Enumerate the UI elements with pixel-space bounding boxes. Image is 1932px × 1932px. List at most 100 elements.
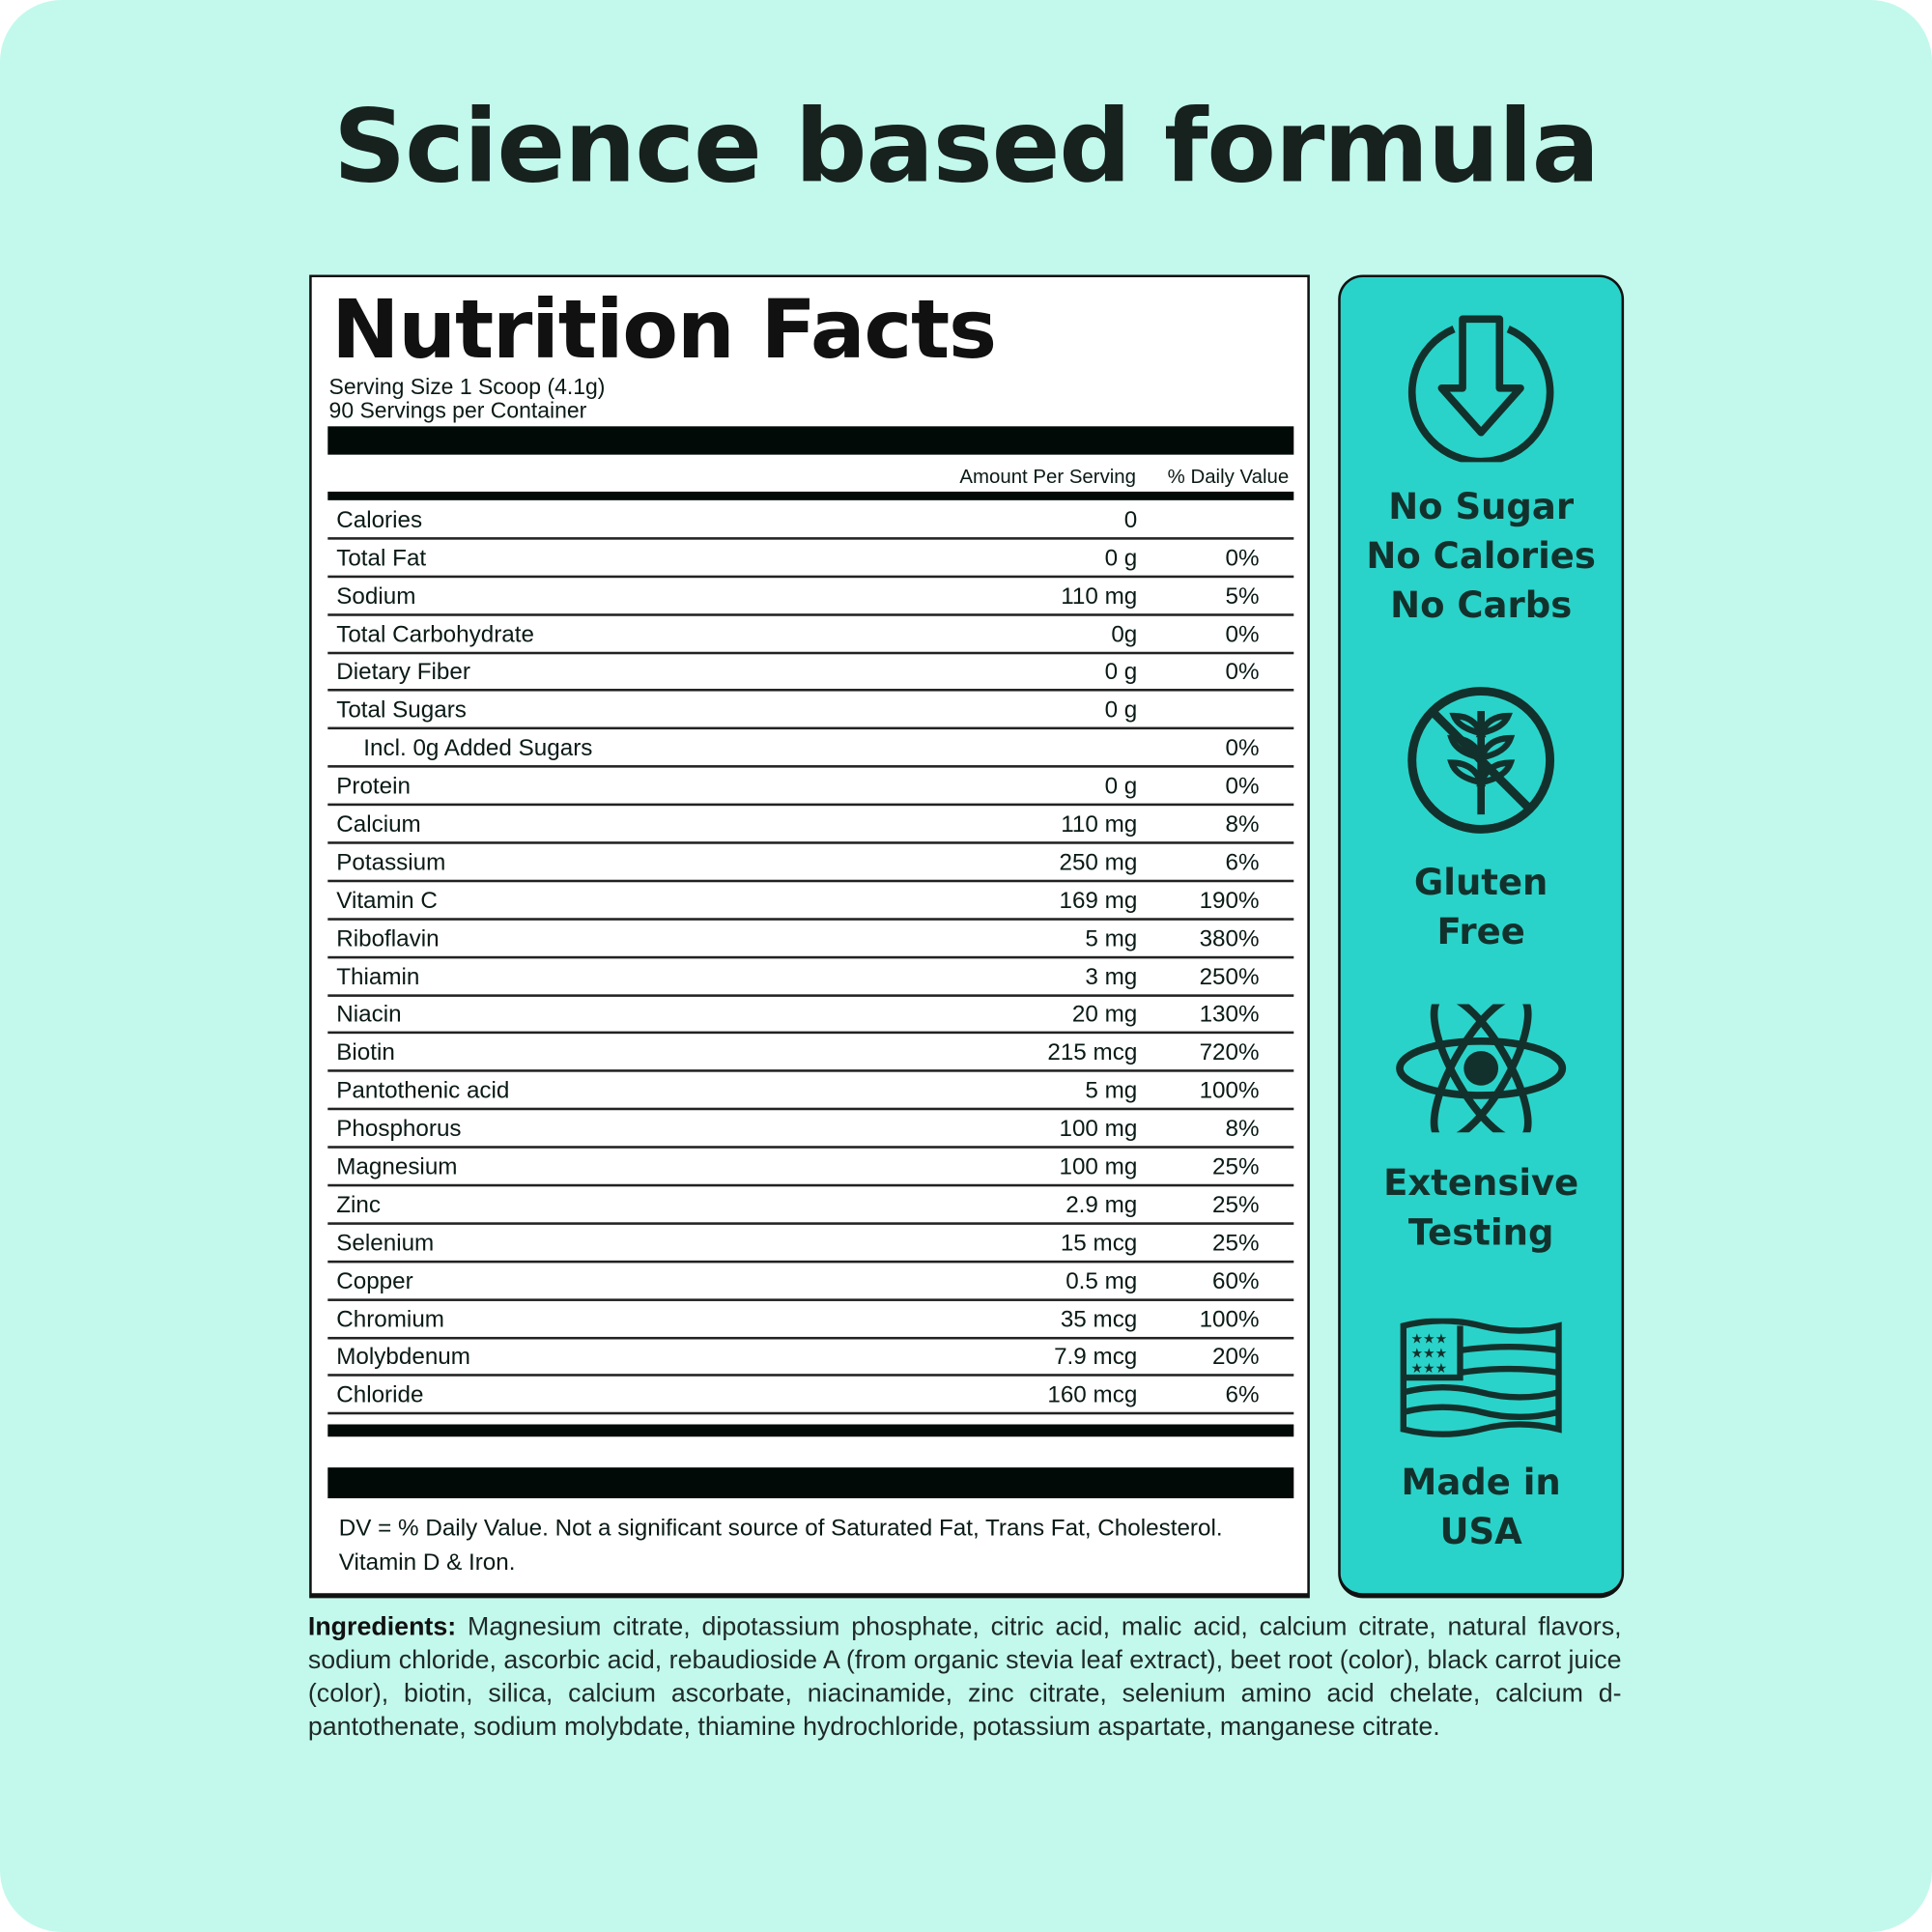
nutrient-label: Total Sugars [336, 697, 467, 724]
feature-extensive-testing: Extensive Testing [1341, 1158, 1622, 1257]
table-row: Magnesium 100 mg 25% [327, 1149, 1294, 1187]
table-row: Calories 0 [327, 501, 1294, 540]
atom-icon [1396, 1004, 1567, 1133]
table-row: Total Fat 0 g 0% [327, 540, 1294, 578]
feature-text: No Sugar [1388, 485, 1575, 527]
nutrient-label: Thiamin [336, 964, 420, 990]
nutrient-amount: 215 mcg [1047, 1039, 1138, 1066]
feature-gluten-free: Gluten Free [1341, 858, 1622, 956]
table-row: Copper 0.5 mg 60% [327, 1263, 1294, 1301]
feature-text: Gluten [1413, 861, 1548, 903]
nutrient-label: Selenium [336, 1230, 435, 1257]
nutrition-facts-label: Nutrition Facts Serving Size 1 Scoop (4.… [309, 274, 1310, 1599]
nutrient-label: Riboflavin [336, 925, 440, 952]
nutrient-label: Biotin [336, 1039, 395, 1066]
feature-text: Free [1436, 910, 1525, 952]
nutrient-dv: 6% [1225, 849, 1260, 876]
table-row: Molybdenum 7.9 mcg 20% [327, 1339, 1294, 1378]
nutrient-amount: 7.9 mcg [1054, 1345, 1138, 1371]
nutrient-amount: 160 mcg [1047, 1382, 1138, 1409]
servings-per-container: 90 Servings per Container [328, 397, 587, 423]
nutrient-label: Dietary Fiber [336, 659, 470, 686]
nutrient-label: Calcium [336, 811, 421, 838]
feature-no-sugar: No Sugar No Calories No Carbs [1341, 482, 1622, 630]
divider-bar [327, 1424, 1294, 1437]
ingredients-text: Magnesium citrate, dipotassium phosphate… [307, 1612, 1622, 1742]
table-row: Vitamin C 169 mg 190% [327, 882, 1294, 921]
nutrient-dv: 0% [1225, 621, 1260, 648]
nutrient-label: Incl. 0g Added Sugars [363, 735, 593, 762]
nutrient-amount: 110 mg [1061, 811, 1138, 838]
table-row: Biotin 215 mcg 720% [327, 1035, 1294, 1073]
nutrient-dv: 25% [1212, 1192, 1260, 1219]
divider-bar [327, 1467, 1294, 1499]
nutrient-amount: 0 g [1104, 697, 1138, 724]
feature-text: Made in [1401, 1461, 1561, 1504]
feature-text: Extensive [1383, 1161, 1579, 1205]
nutrient-amount: 100 mg [1059, 1116, 1138, 1143]
nutrient-dv: 5% [1225, 583, 1260, 610]
table-row: Phosphorus 100 mg 8% [327, 1111, 1294, 1149]
nutrient-label: Pantothenic acid [336, 1078, 510, 1105]
table-row: Potassium 250 mg 6% [327, 844, 1294, 883]
page-title: Science based formula [333, 88, 1600, 207]
divider-bar [327, 491, 1294, 500]
nutrient-label: Magnesium [336, 1154, 458, 1180]
no-wheat-icon [1407, 687, 1555, 834]
feature-text: Testing [1407, 1210, 1554, 1254]
ingredients: Ingredients: Magnesium citrate, dipotass… [308, 1610, 1622, 1744]
ingredients-label: Ingredients: [307, 1612, 457, 1641]
table-row: Incl. 0g Added Sugars 0% [327, 730, 1294, 768]
nutrient-amount: 110 mg [1061, 583, 1138, 610]
nutrient-amount: 0 g [1104, 659, 1138, 686]
nutrient-dv: 0% [1225, 545, 1260, 572]
arrow-down-circle-icon [1407, 315, 1554, 463]
nutrient-dv: 6% [1225, 1382, 1260, 1409]
footnote: DV = % Daily Value. Not a significant so… [338, 1515, 1223, 1577]
amount-header: Amount Per Serving [959, 467, 1137, 489]
feature-made-in-usa: Made in USA [1341, 1458, 1622, 1556]
nutrient-label: Molybdenum [336, 1345, 470, 1371]
nutrition-facts-title: Nutrition Facts [331, 282, 997, 378]
serving-size: Serving Size 1 Scoop (4.1g) [328, 374, 606, 400]
nutrient-label: Total Carbohydrate [336, 621, 534, 648]
svg-text:★★★: ★★★ [1410, 1361, 1447, 1377]
nutrient-dv: 100% [1199, 1078, 1260, 1105]
nutrient-dv: 720% [1199, 1039, 1260, 1066]
nutrient-dv: 25% [1212, 1230, 1260, 1257]
nutrient-amount: 0 g [1104, 545, 1138, 572]
nutrient-dv: 25% [1212, 1154, 1260, 1180]
nutrient-amount: 5 mg [1085, 925, 1138, 952]
nutrient-amount: 100 mg [1059, 1154, 1138, 1180]
nutrient-label: Copper [336, 1268, 413, 1295]
table-row: Sodium 110 mg 5% [327, 578, 1294, 616]
svg-text:★★★: ★★★ [1410, 1347, 1447, 1362]
nutrient-dv: 380% [1199, 925, 1260, 952]
nutrient-amount: 20 mg [1071, 1002, 1138, 1029]
svg-text:★★★: ★★★ [1410, 1331, 1447, 1347]
nutrient-amount: 15 mcg [1060, 1230, 1138, 1257]
table-row: Zinc 2.9 mg 25% [327, 1186, 1294, 1225]
nutrient-dv: 130% [1199, 1002, 1260, 1029]
nutrient-dv: 20% [1212, 1345, 1260, 1371]
nutrient-label: Vitamin C [336, 888, 438, 915]
nutrient-dv: 250% [1199, 964, 1260, 990]
nutrient-dv: 190% [1199, 888, 1260, 915]
nutrient-label: Calories [336, 507, 423, 534]
nutrient-label: Sodium [336, 583, 416, 610]
feature-text: No Calories [1366, 534, 1596, 577]
nutrient-label: Potassium [336, 849, 446, 876]
table-row: Riboflavin 5 mg 380% [327, 921, 1294, 958]
nutrient-label: Niacin [336, 1002, 402, 1029]
table-row: Total Carbohydrate 0g 0% [327, 615, 1294, 654]
divider-bar [327, 426, 1294, 455]
nutrient-amount: 35 mcg [1060, 1306, 1138, 1333]
features-panel: No Sugar No Calories No Carbs Gluten Fre… [1338, 274, 1625, 1599]
nutrient-dv: 0% [1225, 735, 1260, 762]
nutrient-label: Total Fat [336, 545, 427, 572]
nutrient-dv: 8% [1225, 811, 1260, 838]
dv-header: % Daily Value [1167, 467, 1290, 489]
nutrient-dv: 60% [1212, 1268, 1260, 1295]
nutrient-amount: 0 [1123, 507, 1138, 534]
